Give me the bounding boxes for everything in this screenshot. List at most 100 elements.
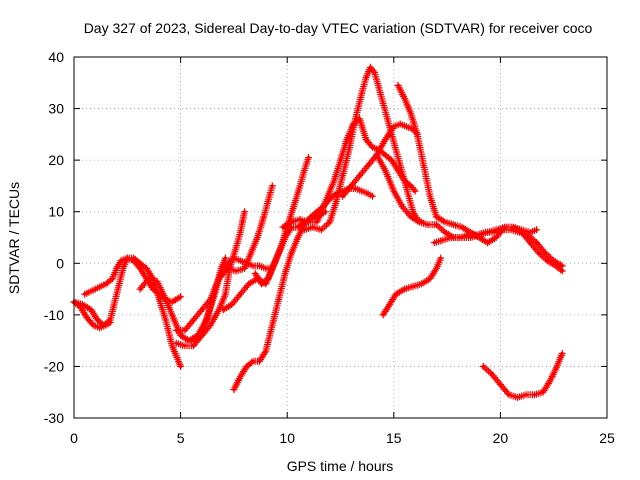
data-point [302, 223, 306, 227]
data-point [253, 272, 257, 276]
data-point [104, 282, 108, 286]
data-point [535, 228, 539, 232]
data-point [232, 388, 236, 392]
data-point [537, 251, 541, 255]
data-point [541, 390, 545, 394]
data-point [251, 359, 255, 363]
data-point [560, 264, 564, 268]
data-point [315, 210, 319, 214]
data-point [364, 76, 368, 80]
y-tick-label-2: -10 [44, 307, 64, 323]
data-point [238, 375, 242, 379]
series-track-3 [81, 254, 185, 306]
data-point [428, 277, 432, 281]
data-point [396, 83, 400, 87]
data-point [200, 333, 204, 338]
data-point [115, 266, 119, 270]
series-track-10 [230, 185, 376, 394]
data-point [443, 230, 447, 234]
data-point [319, 228, 323, 232]
data-point [498, 382, 502, 387]
data-point [270, 323, 274, 327]
data-point [394, 148, 398, 152]
data-point [125, 256, 129, 260]
series-track-15 [394, 81, 566, 275]
data-point [108, 318, 112, 322]
data-point [311, 225, 315, 229]
data-point [543, 251, 547, 255]
data-point [234, 246, 238, 250]
data-point [144, 266, 149, 270]
series-markers-2 [70, 254, 185, 370]
data-point [151, 287, 155, 291]
data-point [179, 333, 183, 338]
data-point [176, 359, 181, 363]
y-tick-label-3: 0 [56, 255, 64, 271]
data-point [547, 380, 552, 384]
data-point [560, 269, 564, 273]
data-point [115, 292, 119, 296]
data-point [434, 215, 438, 219]
data-point [121, 266, 125, 270]
chart-title: Day 327 of 2023, Sidereal Day-to-day VTE… [84, 20, 593, 36]
data-point [409, 215, 413, 219]
data-point [102, 323, 106, 327]
data-point [230, 302, 234, 307]
data-point [272, 261, 276, 265]
data-point [245, 364, 249, 368]
x-tick-label-5: 25 [599, 430, 615, 446]
data-point [383, 137, 387, 142]
data-point [306, 220, 311, 224]
data-point [200, 308, 204, 312]
data-point [283, 272, 287, 276]
series-track-18 [479, 350, 566, 401]
data-point [217, 308, 221, 312]
data-point [481, 364, 485, 368]
data-point [535, 241, 539, 245]
data-point [223, 256, 227, 260]
data-point [155, 279, 159, 283]
data-point [407, 194, 411, 198]
data-point [334, 199, 338, 203]
data-point [392, 125, 396, 129]
data-point [411, 210, 415, 214]
data-point [364, 137, 368, 142]
data-point [405, 125, 409, 129]
data-point [183, 328, 187, 332]
data-point [526, 233, 530, 237]
series-markers-3 [81, 254, 185, 306]
data-point [392, 189, 396, 193]
data-point [486, 241, 490, 245]
data-point [221, 308, 225, 312]
data-point [432, 241, 436, 245]
data-point [341, 194, 345, 198]
data-point [415, 132, 419, 136]
series-track-16 [430, 226, 566, 270]
data-point [409, 112, 413, 116]
data-point [174, 341, 178, 345]
data-point [398, 163, 402, 167]
series-track-7 [187, 208, 249, 345]
data-point [191, 318, 195, 322]
data-point [434, 223, 438, 227]
data-point [85, 315, 89, 319]
data-point [441, 238, 445, 242]
y-tick-label-6: 30 [48, 101, 64, 117]
data-point [345, 137, 349, 142]
data-point [353, 117, 357, 121]
data-point [110, 277, 114, 281]
data-point [91, 323, 95, 327]
data-point [328, 220, 332, 224]
data-point [238, 259, 242, 263]
data-point [98, 326, 102, 330]
data-point [243, 266, 247, 270]
y-axis-label: SDTVAR / TECUs [6, 182, 22, 294]
x-tick-label-2: 10 [279, 430, 295, 446]
data-point [368, 65, 372, 69]
data-point [262, 215, 266, 219]
data-point [402, 179, 407, 183]
data-point [266, 277, 270, 281]
data-point [247, 282, 251, 286]
data-point [93, 287, 97, 291]
data-point [251, 264, 255, 268]
